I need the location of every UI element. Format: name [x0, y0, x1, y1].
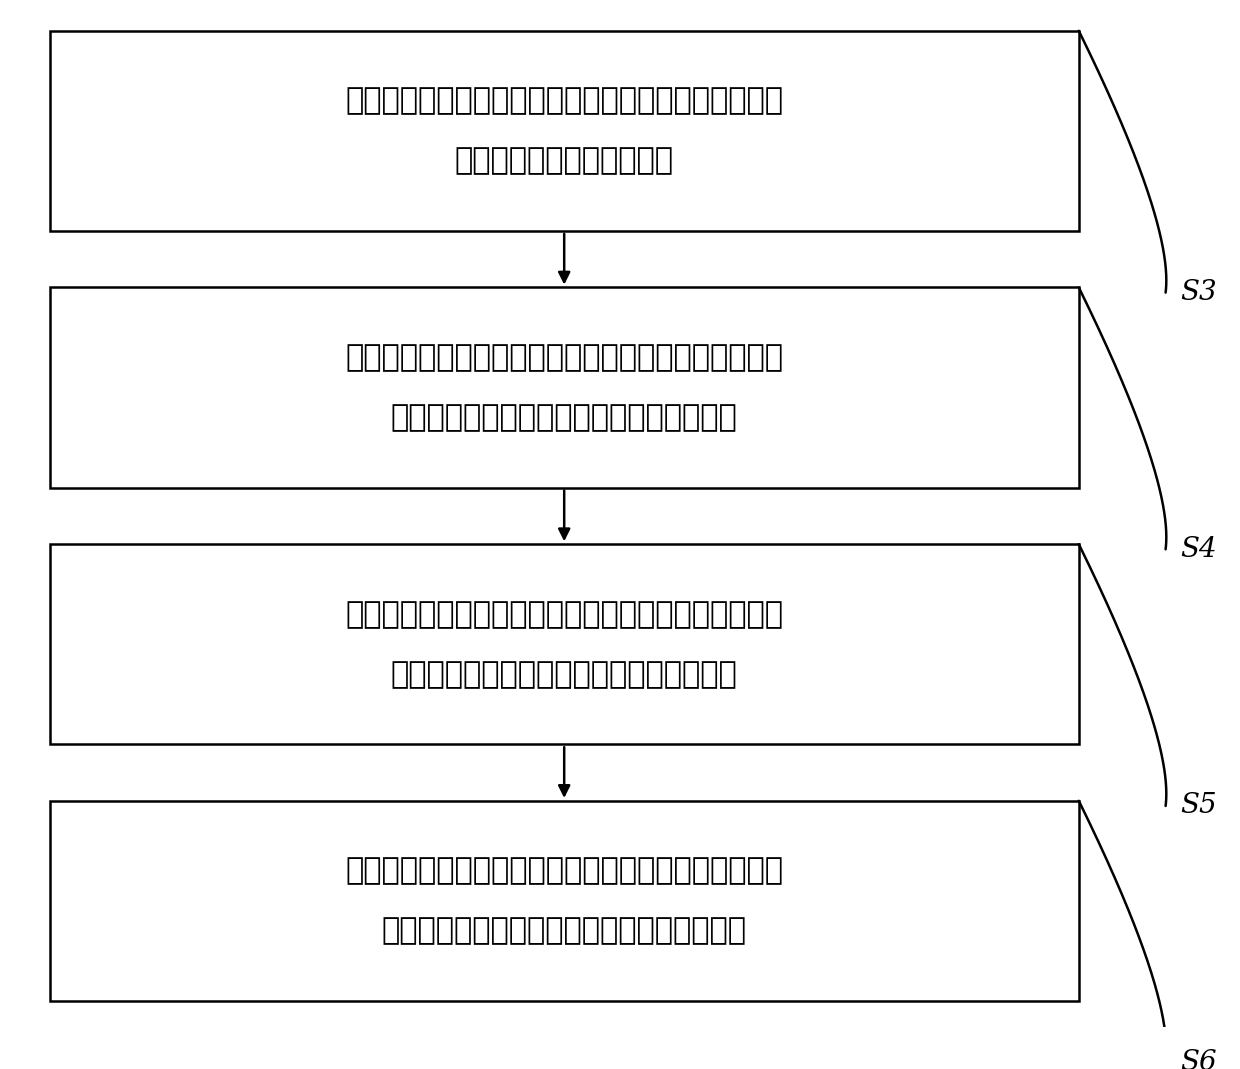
Text: S5: S5: [1180, 792, 1218, 820]
Text: 依据所述当前运行模式以及预建立的环境温度区间集合: 依据所述当前运行模式以及预建立的环境温度区间集合: [345, 87, 784, 115]
Text: 确定实际环境温度区间集合: 确定实际环境温度区间集合: [455, 146, 673, 175]
Text: 将所述环境温度与所述实际环境温度区间集合进行比对: 将所述环境温度与所述实际环境温度区间集合进行比对: [345, 600, 784, 629]
Text: 从而确定所述排气温度所在的排气温度区间: 从而确定所述排气温度所在的排气温度区间: [391, 403, 738, 432]
Text: 所处的环境温度区间控制所述空调的运行频率: 所处的环境温度区间控制所述空调的运行频率: [382, 916, 746, 945]
FancyBboxPatch shape: [50, 801, 1079, 1001]
Text: 将所述排气温度与预建立的排气温度区间集合进行比对: 将所述排气温度与预建立的排气温度区间集合进行比对: [345, 343, 784, 372]
FancyBboxPatch shape: [50, 544, 1079, 744]
FancyBboxPatch shape: [50, 288, 1079, 487]
Text: S4: S4: [1180, 536, 1218, 562]
Text: S6: S6: [1180, 1049, 1218, 1069]
FancyBboxPatch shape: [50, 31, 1079, 231]
Text: 从而确定所述环境温度所在的环境温度区间: 从而确定所述环境温度所在的环境温度区间: [391, 660, 738, 688]
Text: 依据所述排气温度所在的排气温度区间、所述环境温度: 依据所述排气温度所在的排气温度区间、所述环境温度: [345, 856, 784, 885]
Text: S3: S3: [1180, 279, 1218, 306]
